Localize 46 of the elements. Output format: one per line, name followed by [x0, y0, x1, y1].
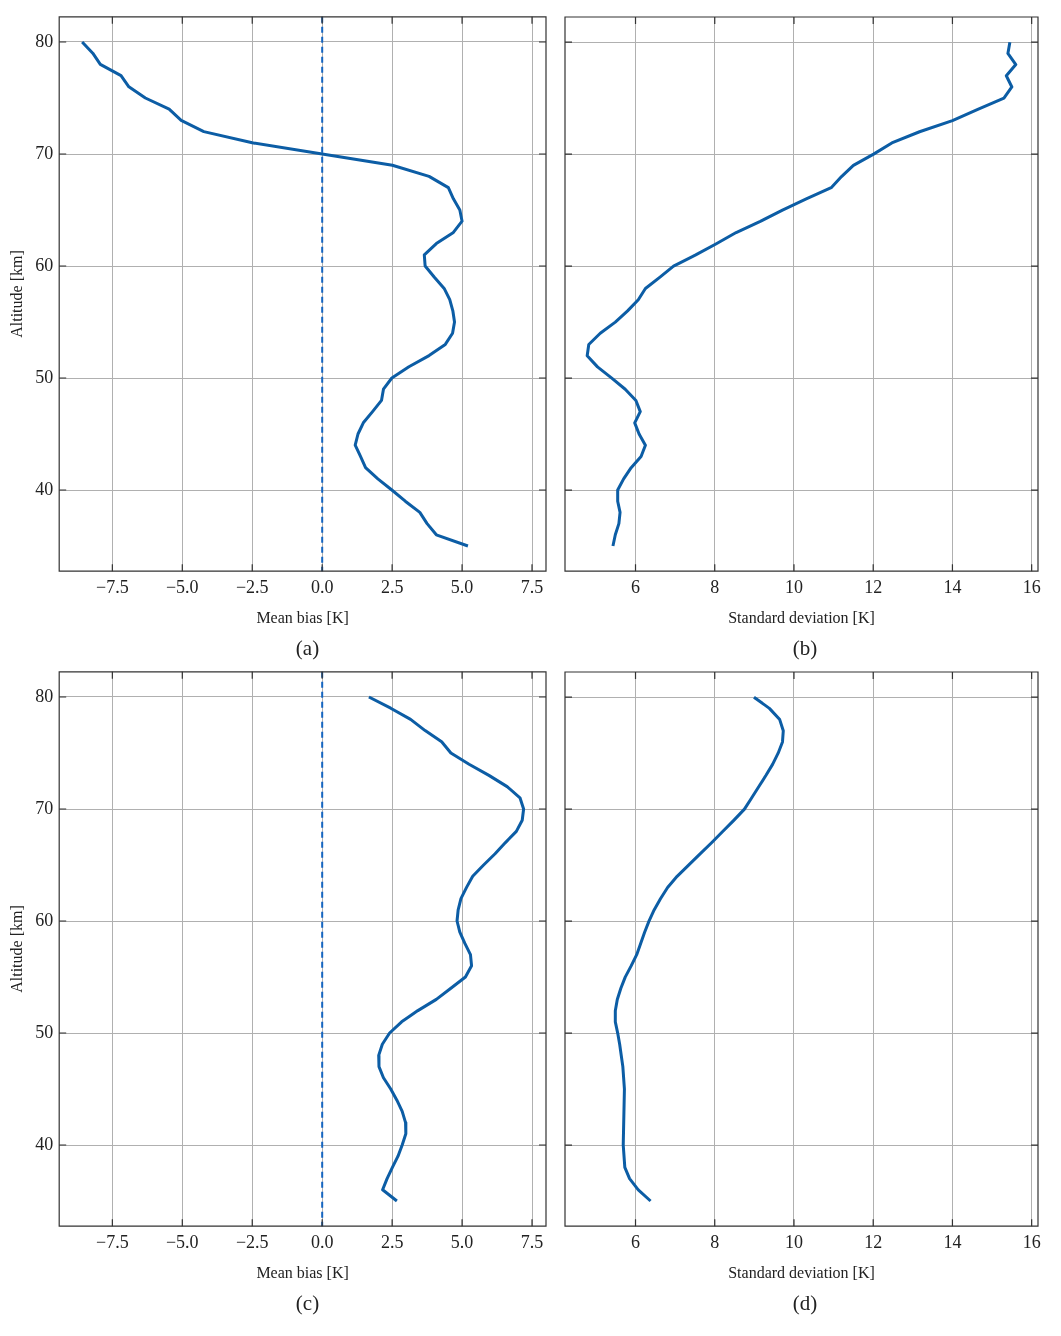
- x-tick-label: 7.5: [520, 576, 544, 597]
- x-tick-label: −7.5: [96, 576, 129, 597]
- text: (c): [294, 1291, 321, 1316]
- x-tick-label: 12: [864, 1231, 883, 1252]
- x-tick-label: 2.5: [380, 576, 404, 597]
- y-axis-title: Altitude [km]: [7, 250, 25, 338]
- x-tick-label: −2.5: [235, 1231, 269, 1252]
- x-tick-label: 8: [710, 576, 720, 597]
- x-tick-label: 2.5: [380, 1231, 404, 1252]
- text: (d): [791, 1291, 819, 1316]
- x-tick-label: 8: [710, 1231, 720, 1252]
- y-tick-label: 50: [35, 1021, 54, 1042]
- x-tick-label: 5.0: [450, 576, 474, 597]
- x-tick-label: −7.5: [96, 1231, 129, 1252]
- x-tick-label: 0.0: [310, 1231, 334, 1252]
- text: (b): [791, 636, 819, 661]
- x-axis-title: Mean bias [K]: [256, 1263, 349, 1281]
- y-tick-label: 50: [35, 366, 54, 387]
- y-tick-label: 60: [35, 254, 54, 275]
- x-tick-label: 10: [784, 1231, 803, 1252]
- y-tick-label: 40: [35, 1133, 54, 1154]
- x-tick-label: 7.5: [520, 1231, 544, 1252]
- x-tick-label: 5.0: [450, 1231, 474, 1252]
- y-tick-label: 60: [35, 909, 54, 930]
- x-tick-label: 0.0: [310, 576, 334, 597]
- x-tick-label: 16: [1022, 1231, 1041, 1252]
- y-tick-label: 40: [35, 478, 54, 499]
- y-tick-label: 70: [35, 797, 54, 818]
- y-tick-label: 80: [35, 685, 54, 706]
- x-tick-label: −5.0: [165, 576, 199, 597]
- y-tick-label: 70: [35, 142, 54, 163]
- x-tick-label: −2.5: [235, 576, 269, 597]
- x-tick-label: 6: [631, 1231, 641, 1252]
- x-axis-title: Mean bias [K]: [256, 608, 349, 626]
- x-tick-label: 10: [784, 576, 803, 597]
- x-tick-label: 14: [943, 576, 962, 597]
- x-tick-label: 6: [631, 576, 641, 597]
- x-tick-label: −5.0: [165, 1231, 199, 1252]
- y-tick-label: 80: [35, 30, 54, 51]
- x-tick-label: 14: [943, 1231, 962, 1252]
- x-axis-title: Standard deviation [K]: [728, 1263, 875, 1281]
- x-axis-title: Standard deviation [K]: [728, 608, 875, 626]
- y-axis-title: Altitude [km]: [7, 905, 25, 993]
- x-tick-label: 16: [1022, 576, 1041, 597]
- x-tick-label: 12: [864, 576, 883, 597]
- text: (a): [294, 636, 321, 661]
